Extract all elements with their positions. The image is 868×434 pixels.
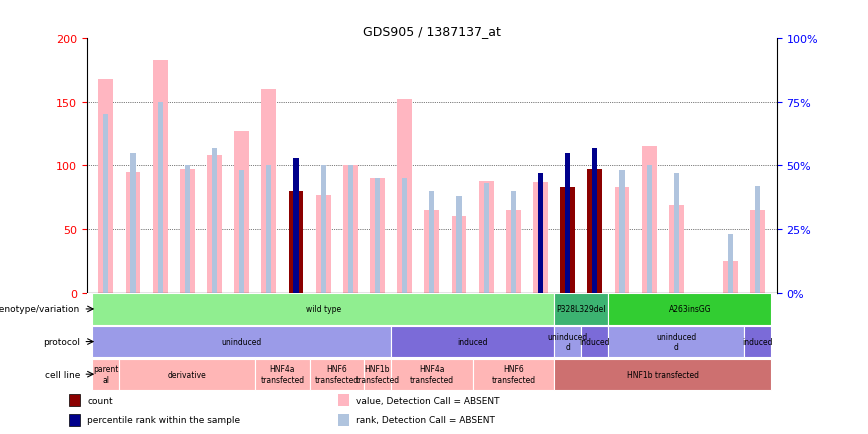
Text: induced: induced: [580, 337, 610, 346]
Bar: [92, 326, 391, 358]
Bar: [92, 358, 120, 390]
Text: derivative: derivative: [168, 370, 207, 379]
Bar: [266, 166, 272, 293]
Bar: [560, 187, 575, 293]
Bar: [457, 197, 462, 293]
Text: protocol: protocol: [43, 337, 80, 346]
Text: rank, Detection Call = ABSENT: rank, Detection Call = ABSENT: [356, 415, 495, 424]
Bar: [674, 174, 679, 293]
Bar: [554, 358, 772, 390]
Bar: [533, 183, 548, 293]
Bar: [293, 158, 299, 293]
Text: HNF6
transfected: HNF6 transfected: [491, 365, 536, 384]
Text: cell line: cell line: [44, 370, 80, 379]
Text: parent
al: parent al: [93, 365, 119, 384]
Bar: [620, 171, 625, 293]
Bar: [608, 326, 744, 358]
Bar: [608, 293, 772, 325]
Bar: [755, 186, 760, 293]
Bar: [391, 358, 472, 390]
Text: HNF6
transfected: HNF6 transfected: [315, 365, 358, 384]
Bar: [391, 326, 554, 358]
Bar: [538, 197, 543, 293]
Bar: [157, 102, 163, 293]
Bar: [429, 191, 435, 293]
Bar: [343, 166, 358, 293]
Bar: [310, 358, 364, 390]
Bar: [207, 156, 222, 293]
Bar: [69, 414, 80, 426]
Text: uninduced
d: uninduced d: [548, 332, 588, 352]
Bar: [126, 172, 141, 293]
Text: wild type: wild type: [306, 305, 341, 314]
Bar: [339, 395, 349, 406]
Title: GDS905 / 1387137_at: GDS905 / 1387137_at: [363, 25, 501, 38]
Bar: [510, 191, 516, 293]
Bar: [472, 358, 554, 390]
Bar: [375, 179, 380, 293]
Bar: [185, 166, 190, 293]
Bar: [255, 358, 310, 390]
Bar: [402, 179, 407, 293]
Text: percentile rank within the sample: percentile rank within the sample: [87, 415, 240, 424]
Bar: [728, 234, 733, 293]
Bar: [641, 147, 657, 293]
Text: induced: induced: [743, 337, 773, 346]
Bar: [588, 170, 602, 293]
Bar: [153, 61, 168, 293]
Bar: [69, 395, 80, 406]
Bar: [538, 174, 543, 293]
Text: P328L329del: P328L329del: [556, 305, 606, 314]
Bar: [316, 195, 331, 293]
Bar: [261, 90, 276, 293]
Bar: [239, 171, 244, 293]
Bar: [483, 184, 489, 293]
Bar: [582, 326, 608, 358]
Text: HNF1b
transfected: HNF1b transfected: [355, 365, 399, 384]
Bar: [554, 326, 582, 358]
Bar: [370, 179, 385, 293]
Text: uninduced
d: uninduced d: [656, 332, 696, 352]
Bar: [398, 100, 412, 293]
Bar: [320, 166, 326, 293]
Bar: [615, 187, 629, 293]
Bar: [669, 205, 684, 293]
Bar: [478, 181, 494, 293]
Text: A263insGG: A263insGG: [668, 305, 711, 314]
Text: value, Detection Call = ABSENT: value, Detection Call = ABSENT: [356, 396, 499, 405]
Bar: [723, 261, 738, 293]
Bar: [103, 115, 108, 293]
Bar: [348, 166, 353, 293]
Bar: [92, 293, 554, 325]
Bar: [744, 326, 772, 358]
Bar: [424, 210, 439, 293]
Bar: [647, 166, 652, 293]
Bar: [130, 153, 135, 293]
Bar: [506, 210, 521, 293]
Bar: [451, 217, 466, 293]
Bar: [288, 191, 304, 293]
Text: HNF1b transfected: HNF1b transfected: [627, 370, 699, 379]
Bar: [554, 293, 608, 325]
Bar: [565, 153, 570, 293]
Bar: [120, 358, 255, 390]
Bar: [212, 148, 217, 293]
Bar: [750, 210, 766, 293]
Text: HNF4a
transfected: HNF4a transfected: [410, 365, 454, 384]
Bar: [234, 132, 249, 293]
Bar: [180, 170, 194, 293]
Bar: [364, 358, 391, 390]
Text: HNF4a
transfected: HNF4a transfected: [260, 365, 305, 384]
Text: induced: induced: [457, 337, 488, 346]
Text: count: count: [87, 396, 113, 405]
Bar: [98, 80, 114, 293]
Text: uninduced: uninduced: [221, 337, 262, 346]
Bar: [592, 148, 597, 293]
Text: genotype/variation: genotype/variation: [0, 305, 80, 314]
Bar: [339, 414, 349, 426]
